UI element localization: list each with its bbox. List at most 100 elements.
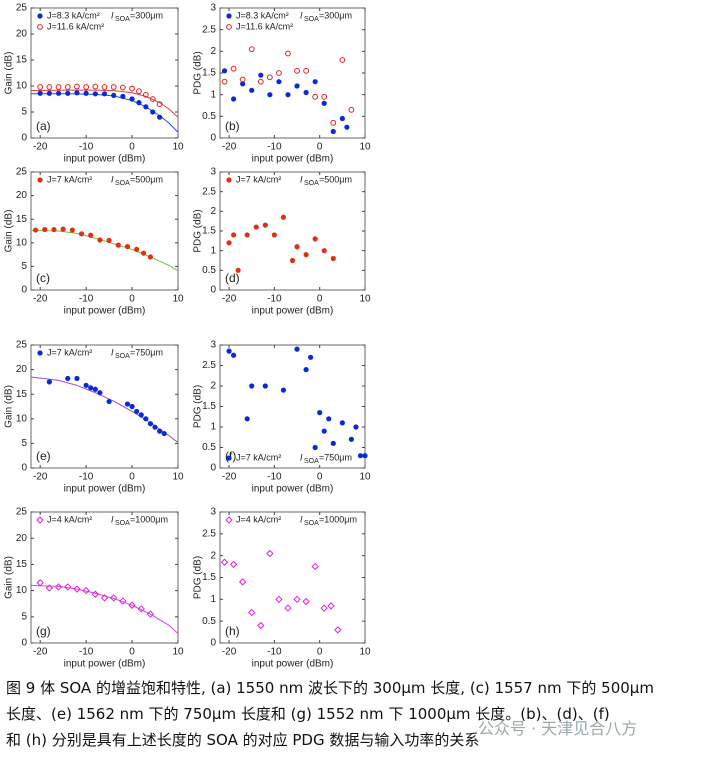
legend-marker xyxy=(37,177,43,183)
data-point xyxy=(136,100,142,106)
annotation: I xyxy=(111,347,114,357)
data-point xyxy=(82,586,90,595)
data-point xyxy=(88,385,94,391)
data-point xyxy=(220,558,229,566)
y-tick-label: 0 xyxy=(210,638,216,649)
data-point xyxy=(327,602,335,610)
data-point xyxy=(226,348,232,354)
data-point xyxy=(83,90,89,96)
annotation: =1000μm xyxy=(130,514,168,524)
data-point xyxy=(302,597,310,606)
y-tick-label: 5 xyxy=(21,261,27,272)
x-tick-label: 0 xyxy=(129,142,135,153)
data-point xyxy=(326,416,332,422)
data-point xyxy=(65,90,71,96)
x-tick-label: -10 xyxy=(79,472,94,483)
data-point xyxy=(334,626,342,634)
data-point xyxy=(321,248,327,254)
data-point xyxy=(106,398,112,405)
annotation: SOA xyxy=(115,180,130,187)
data-point xyxy=(244,416,250,422)
data-point xyxy=(55,84,62,90)
data-point xyxy=(91,590,100,598)
data-point xyxy=(230,232,237,238)
x-tick-label: 0 xyxy=(129,472,135,483)
axes-box xyxy=(219,171,366,291)
y-tick-label: 1 xyxy=(210,245,216,256)
x-tick-label: 0 xyxy=(317,647,323,658)
annotation: SOA xyxy=(304,520,319,527)
x-axis-label: input power (dBm) xyxy=(64,659,146,670)
x-tick-label: 10 xyxy=(359,647,371,658)
data-point xyxy=(74,90,80,96)
data-point xyxy=(303,252,309,258)
data-point xyxy=(106,237,112,244)
legend-marker xyxy=(226,177,232,183)
legend-label: J=8.3 kA/cm² xyxy=(47,10,100,20)
y-tick-label: 0 xyxy=(210,463,216,474)
panel-label: (g) xyxy=(36,624,51,638)
x-tick-label: 10 xyxy=(359,142,371,153)
y-tick-label: 2.5 xyxy=(202,360,216,371)
data-point xyxy=(156,101,163,108)
data-point xyxy=(230,352,237,358)
y-tick-label: 1.5 xyxy=(202,401,216,412)
data-point xyxy=(321,428,327,434)
data-point xyxy=(74,375,80,382)
y-axis-label: PDG (dB) xyxy=(193,51,204,94)
legend-label: J=8.3 kA/cm² xyxy=(236,10,289,20)
y-tick-label: 15 xyxy=(16,559,28,570)
legend-marker xyxy=(37,350,43,356)
data-point xyxy=(344,124,350,130)
annotation: =500μm xyxy=(319,174,352,184)
panel-label: (b) xyxy=(225,119,240,133)
data-point xyxy=(88,232,94,238)
data-point xyxy=(240,81,246,87)
data-point xyxy=(143,416,149,422)
data-point xyxy=(137,605,145,613)
x-tick-label: 0 xyxy=(129,647,135,658)
y-tick-label: 10 xyxy=(16,237,28,248)
data-point xyxy=(249,87,255,93)
y-tick-label: 3 xyxy=(210,3,216,14)
legend-marker xyxy=(225,516,233,524)
data-point xyxy=(293,595,301,604)
y-tick-label: 3 xyxy=(210,507,216,518)
panel-label: (h) xyxy=(225,624,240,638)
y-tick-label: 5 xyxy=(21,107,27,118)
data-point xyxy=(119,84,126,91)
data-point xyxy=(294,244,300,250)
data-point xyxy=(221,78,228,85)
y-tick-label: 2.5 xyxy=(202,186,216,197)
data-point xyxy=(140,250,147,256)
y-tick-label: 10 xyxy=(16,81,28,92)
legend-label: J=7 kA/cm² xyxy=(47,174,92,184)
data-point xyxy=(276,70,282,76)
x-tick-label: -10 xyxy=(267,647,282,658)
y-tick-label: 10 xyxy=(16,585,28,596)
data-point xyxy=(267,92,273,98)
data-point xyxy=(330,128,336,135)
legend-label: J=7 kA/cm² xyxy=(236,174,281,184)
y-tick-label: 2.5 xyxy=(202,528,216,539)
data-point xyxy=(36,579,44,587)
data-point xyxy=(262,383,268,389)
data-point xyxy=(294,346,300,352)
data-point xyxy=(83,84,90,90)
y-tick-label: 20 xyxy=(16,190,28,201)
data-point xyxy=(129,85,135,92)
x-tick-label: 0 xyxy=(129,294,135,305)
data-point xyxy=(311,562,319,571)
data-point xyxy=(348,106,355,113)
x-tick-label: -10 xyxy=(79,294,94,305)
data-point xyxy=(37,90,43,96)
data-point xyxy=(330,255,336,262)
data-point xyxy=(303,367,309,373)
data-point xyxy=(120,93,126,99)
data-point xyxy=(226,240,232,246)
legend-label: J=7 kA/cm² xyxy=(47,347,92,357)
data-point xyxy=(69,227,75,233)
data-point xyxy=(143,104,149,110)
data-point xyxy=(244,232,250,238)
